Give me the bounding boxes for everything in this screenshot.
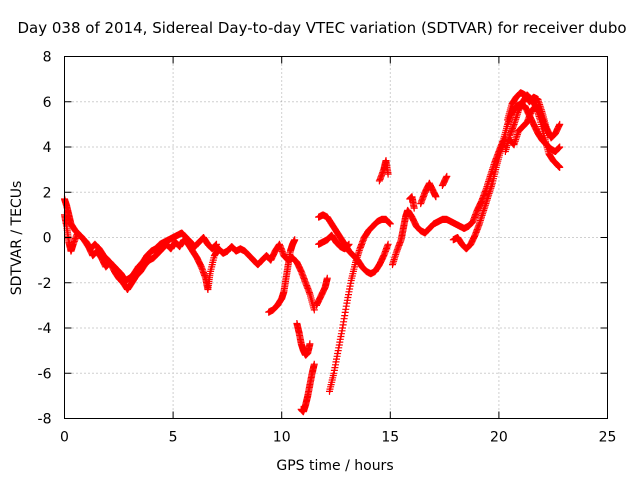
data-point [306,340,314,348]
y-tick-label: 6 [43,95,52,111]
data-point [556,143,564,151]
data-point [213,240,220,248]
data-point [545,129,553,137]
data-point [511,139,519,147]
data-point [513,132,521,140]
data-point [432,193,440,201]
x-tick-label: 25 [599,430,617,446]
y-axis-label: SDTVAR / TECUs [9,181,25,296]
data-point [384,170,392,178]
y-tick-label: 0 [43,231,52,247]
data-point [556,163,564,171]
y-tick-label: 8 [43,50,52,66]
y-tick-label: -8 [38,412,52,428]
axis-ticks [64,56,608,419]
y-tick-label: -4 [38,321,52,337]
x-tick-label: 10 [273,430,291,446]
data-point [345,240,353,248]
data-point [443,172,451,180]
data-point [513,112,521,120]
data-point [556,120,564,128]
y-tick-label: 4 [43,140,52,156]
tick-labels: 0 5 10 15 20 25 -8 -6 -4 -2 0 2 4 6 8 [38,50,617,446]
data-point [291,236,299,244]
data-point [323,274,331,282]
x-tick-label: 15 [381,430,399,446]
x-axis-label: GPS time / hours [276,458,393,474]
x-tick-label: 20 [490,430,508,446]
data-point [410,204,418,212]
y-tick-label: -6 [38,366,52,382]
data-point [384,240,392,248]
data-point [310,306,318,314]
y-tick-label: -2 [38,276,52,292]
x-tick-label: 5 [169,430,178,446]
data-point [386,220,394,228]
chart-title: Day 038 of 2014, Sidereal Day-to-day VTE… [17,19,626,37]
data-point [544,128,552,136]
y-tick-label: 2 [43,185,52,201]
data-point [310,360,318,368]
x-tick-label: 0 [60,430,69,446]
data-point [511,119,519,127]
data-points [61,89,564,416]
